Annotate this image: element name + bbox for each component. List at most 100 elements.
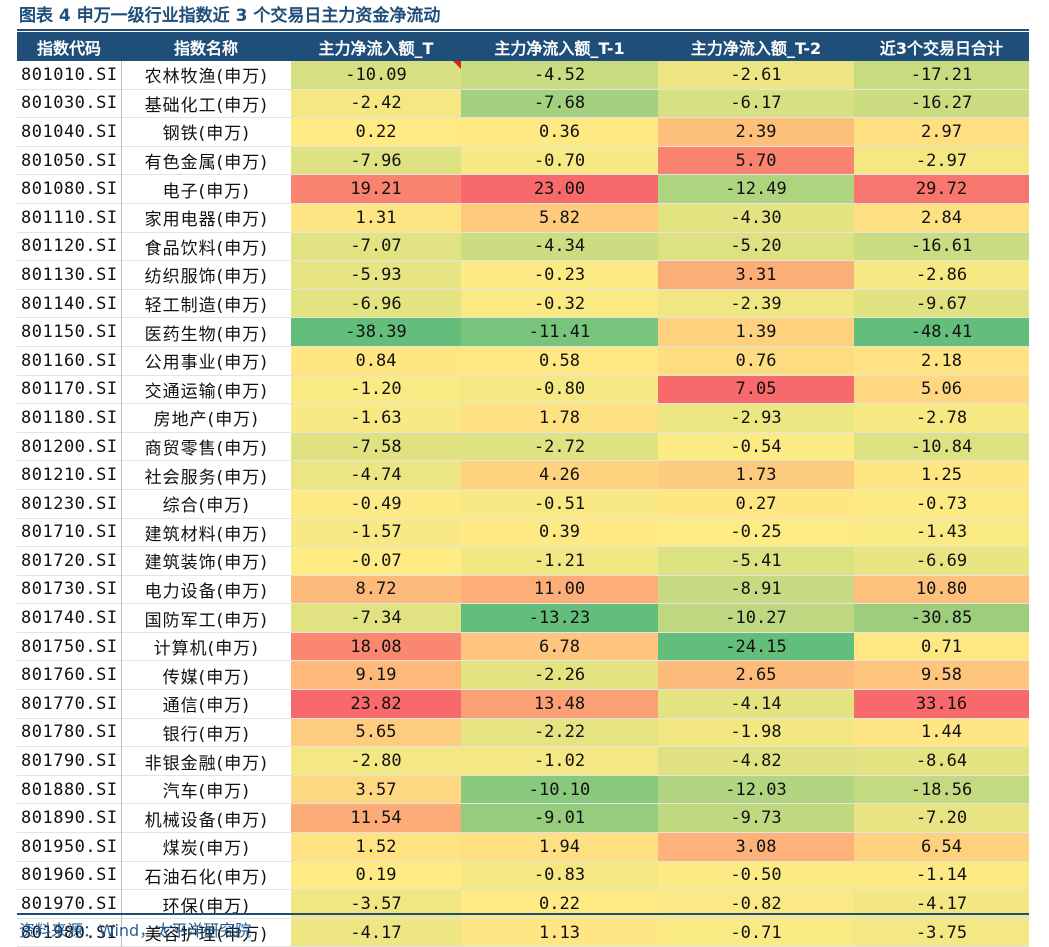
inflow-t-2-cell: -5.20 — [658, 232, 854, 261]
header-index-code: 指数代码 — [17, 32, 121, 61]
header-inflow-t: 主力净流入额_T — [291, 32, 461, 61]
index-code-cell: 801180.SI — [21, 407, 118, 428]
inflow-t-1-cell: 13.48 — [461, 689, 658, 719]
inflow-t-1-cell: 6.78 — [461, 632, 658, 661]
3day-total-cell: 33.16 — [854, 689, 1029, 719]
inflow-t-cell: -38.39 — [291, 317, 461, 347]
3day-total-cell: 1.44 — [854, 718, 1029, 747]
table-row: 801770.SI 通信(申万) 23.82 13.48 -4.14 33.16 — [17, 689, 1029, 719]
3day-total-cell: 0.71 — [854, 632, 1029, 661]
inflow-t-2-cell: -4.14 — [658, 689, 854, 719]
inflow-t-2-cell: 3.31 — [658, 260, 854, 290]
inflow-t-cell: 0.22 — [291, 117, 461, 147]
inflow-t-2-cell: -4.30 — [658, 203, 854, 233]
index-name-cell: 轻工制造(申万) — [120, 289, 291, 318]
table-row: 801120.SI 食品饮料(申万) -7.07 -4.34 -5.20 -16.61 — [17, 232, 1029, 261]
index-code-cell: 801750.SI — [21, 636, 118, 657]
inflow-t-2-cell: -24.15 — [658, 632, 854, 661]
3day-total-cell: -0.73 — [854, 489, 1029, 518]
index-name-cell: 建筑材料(申万) — [120, 518, 291, 547]
index-name-cell: 计算机(申万) — [120, 632, 291, 661]
index-code-cell: 801130.SI — [21, 264, 118, 285]
inflow-t-cell: -7.58 — [291, 432, 461, 461]
inflow-t-2-cell: 1.39 — [658, 317, 854, 347]
inflow-t-cell: 1.52 — [291, 832, 461, 862]
index-code-cell: 801710.SI — [21, 522, 118, 543]
index-name-cell: 煤炭(申万) — [120, 832, 291, 862]
inflow-t-cell: 23.82 — [291, 689, 461, 719]
table-row: 801130.SI 纺织服饰(申万) -5.93 -0.23 3.31 -2.86 — [17, 260, 1029, 290]
index-code-cell: 801770.SI — [21, 693, 118, 714]
index-code-cell: 801150.SI — [21, 322, 118, 343]
table-row: 801080.SI 电子(申万) 19.21 23.00 -12.49 29.72 — [17, 174, 1029, 204]
index-name-cell: 交通运输(申万) — [120, 375, 291, 404]
inflow-t-1-cell: -0.23 — [461, 260, 658, 290]
3day-total-cell: -30.85 — [854, 603, 1029, 633]
inflow-t-1-cell: -1.02 — [461, 746, 658, 776]
3day-total-cell: -17.21 — [854, 61, 1029, 90]
index-code-cell: 801880.SI — [21, 779, 118, 800]
3day-total-cell: 2.84 — [854, 203, 1029, 233]
3day-total-cell: -10.84 — [854, 432, 1029, 461]
table-row: 801160.SI 公用事业(申万) 0.84 0.58 0.76 2.18 — [17, 346, 1029, 376]
3day-total-cell: 9.58 — [854, 660, 1029, 690]
inflow-t-1-cell: 0.39 — [461, 518, 658, 547]
inflow-t-cell: -1.57 — [291, 518, 461, 547]
table-row: 801950.SI 煤炭(申万) 1.52 1.94 3.08 6.54 — [17, 832, 1029, 862]
source-note: 资料来源：Wind，太平洋研究院 — [19, 921, 252, 940]
index-name-cell: 食品饮料(申万) — [120, 232, 291, 261]
index-name-cell: 石油石化(申万) — [120, 861, 291, 890]
3day-total-cell: -2.78 — [854, 403, 1029, 433]
inflow-t-1-cell: -0.70 — [461, 146, 658, 175]
index-name-cell: 家用电器(申万) — [120, 203, 291, 233]
index-code-cell: 801110.SI — [21, 207, 118, 228]
index-name-cell: 商贸零售(申万) — [120, 432, 291, 461]
table-row: 801740.SI 国防军工(申万) -7.34 -13.23 -10.27 -30.85 — [17, 603, 1029, 633]
header-inflow-t-2: 主力净流入额_T-2 — [658, 32, 854, 61]
3day-total-cell: -16.61 — [854, 232, 1029, 261]
index-name-cell: 非银金融(申万) — [120, 746, 291, 776]
inflow-t-cell: 18.08 — [291, 632, 461, 661]
index-code-cell: 801960.SI — [21, 865, 118, 886]
index-name-cell: 房地产(申万) — [120, 403, 291, 433]
table-row: 801030.SI 基础化工(申万) -2.42 -7.68 -6.17 -16.27 — [17, 89, 1029, 118]
inflow-t-2-cell: -9.73 — [658, 803, 854, 833]
index-code-cell: 801200.SI — [21, 436, 118, 457]
index-name-cell: 公用事业(申万) — [120, 346, 291, 376]
header-index-name: 指数名称 — [121, 32, 291, 61]
inflow-t-cell: -1.20 — [291, 375, 461, 404]
inflow-t-cell: -1.63 — [291, 403, 461, 433]
index-name-cell: 建筑装饰(申万) — [120, 546, 291, 576]
inflow-t-1-cell: 11.00 — [461, 575, 658, 604]
index-name-cell: 纺织服饰(申万) — [120, 260, 291, 290]
3day-total-cell: -9.67 — [854, 289, 1029, 318]
inflow-t-cell: -2.42 — [291, 89, 461, 118]
inflow-t-1-cell: 0.36 — [461, 117, 658, 147]
index-code-cell: 801890.SI — [21, 808, 118, 829]
inflow-t-2-cell: 3.08 — [658, 832, 854, 862]
index-code-cell: 801050.SI — [21, 150, 118, 171]
header-inflow-t-1: 主力净流入额_T-1 — [461, 32, 658, 61]
inflow-t-cell: -7.07 — [291, 232, 461, 261]
inflow-t-1-cell: -11.41 — [461, 317, 658, 347]
comment-marker-icon — [453, 61, 461, 69]
table-title: 图表 4 申万一级行业指数近 3 个交易日主力资金净流动 — [19, 6, 441, 26]
inflow-t-cell: 11.54 — [291, 803, 461, 833]
3day-total-cell: 6.54 — [854, 832, 1029, 862]
inflow-t-2-cell: -2.61 — [658, 61, 854, 90]
table-row: 801780.SI 银行(申万) 5.65 -2.22 -1.98 1.44 — [17, 718, 1029, 747]
index-name-cell: 银行(申万) — [120, 718, 291, 747]
3day-total-cell: -1.14 — [854, 861, 1029, 890]
index-code-cell: 801080.SI — [21, 179, 118, 200]
table-row: 801890.SI 机械设备(申万) 11.54 -9.01 -9.73 -7.20 — [17, 803, 1029, 833]
inflow-t-1-cell: -0.32 — [461, 289, 658, 318]
inflow-t-2-cell: -0.54 — [658, 432, 854, 461]
inflow-t-1-cell: -9.01 — [461, 803, 658, 833]
index-code-cell: 801230.SI — [21, 493, 118, 514]
table-row: 801050.SI 有色金属(申万) -7.96 -0.70 5.70 -2.97 — [17, 146, 1029, 175]
index-name-cell: 电力设备(申万) — [120, 575, 291, 604]
index-code-cell: 801970.SI — [21, 894, 118, 915]
table-row: 801750.SI 计算机(申万) 18.08 6.78 -24.15 0.71 — [17, 632, 1029, 661]
3day-total-cell: -3.75 — [854, 918, 1029, 947]
inflow-t-2-cell: -2.93 — [658, 403, 854, 433]
